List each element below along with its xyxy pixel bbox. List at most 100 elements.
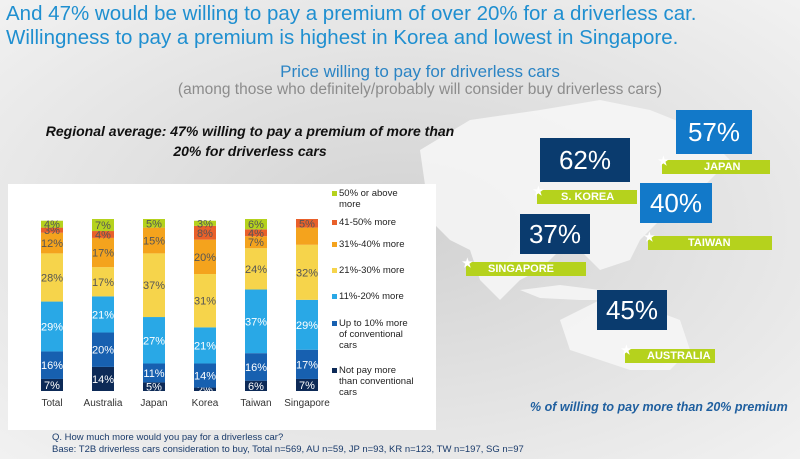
data-label: 6% [248, 219, 264, 231]
data-label: 17% [296, 359, 318, 371]
bar-segment [245, 219, 267, 230]
stacked-bar-chart-panel: 7% 16% 29% 28% 12% 3% 4% Total 14% 20% 21% 17% 17% 4%… [8, 184, 436, 430]
data-label: 12% [41, 238, 63, 250]
bar-segment [245, 353, 267, 381]
bar-segment [92, 237, 114, 268]
footnote: Q. How much more would you pay for a dri… [52, 432, 524, 456]
callout-singapore-value: 37% [520, 214, 590, 254]
bar-segment [245, 229, 267, 237]
data-label: 37% [143, 280, 165, 292]
data-label: 4% [248, 228, 264, 240]
category-label: Australia [84, 398, 123, 409]
data-label: 32% [296, 267, 318, 279]
data-label: 21% [92, 309, 114, 321]
data-label: 3% [197, 218, 213, 230]
data-label: 11% [143, 368, 164, 380]
data-label: 16% [41, 360, 63, 372]
data-label: 14% [92, 374, 114, 386]
data-label: 14% [194, 371, 216, 383]
data-label: 7% [299, 380, 315, 392]
legend-swatch [332, 191, 337, 196]
bar-segment [296, 244, 318, 300]
callout-australia-value: 45% [597, 290, 667, 330]
bar-segment [143, 253, 165, 318]
category-label: Japan [140, 398, 167, 409]
legend-swatch [332, 368, 337, 373]
tag-japan: ★ JAPAN [658, 154, 770, 174]
bar-segment [143, 227, 165, 254]
data-label: 7% [95, 220, 111, 232]
map-title: % of willing to pay more than 20% premiu… [530, 400, 788, 414]
bar-segment [194, 225, 216, 240]
data-label: 28% [41, 272, 63, 284]
bar-segment [194, 327, 216, 364]
data-label: 16% [245, 362, 267, 374]
legend-label: 11%-20% more [339, 291, 404, 302]
bar-segment [194, 274, 216, 328]
legend-label: Up to 10% more [339, 318, 408, 329]
data-label: 5% [146, 382, 162, 394]
chart-subtitle: Price willing to pay for driverless cars [280, 62, 560, 81]
data-label: 31% [194, 296, 216, 308]
data-label: 17% [92, 277, 114, 289]
legend-item: 31%-40% more [332, 239, 435, 250]
category-label: Korea [192, 398, 219, 409]
bar-segment [296, 227, 318, 245]
bar-segment [143, 219, 165, 228]
bar-segment [41, 253, 63, 302]
headline-line-1: And 47% would be willing to pay a premiu… [6, 2, 697, 25]
stacked-bar-chart: 7%16%29%28%12%3%4%Total14%20%21%17%17%4%… [41, 218, 330, 409]
legend-swatch [332, 268, 337, 273]
bar-segment [92, 219, 114, 232]
data-label: 4% [44, 219, 60, 231]
legend-label: Not pay more [339, 365, 397, 376]
legend-label: of conventional [339, 329, 403, 340]
legend-item: Up to 10% more of conventional cars [332, 318, 435, 351]
bar-segment [143, 363, 165, 383]
callout-taiwan-value: 40% [640, 183, 712, 223]
data-label: 27% [143, 335, 165, 347]
category-label: Total [41, 398, 62, 409]
data-label: 21% [194, 340, 216, 352]
legend-item: 41-50% more [332, 217, 435, 228]
tag-singapore: ★ SINGAPORE [462, 256, 586, 276]
star-icon: ★ [658, 154, 669, 168]
legend-label: cars [339, 340, 357, 351]
data-label: 15% [143, 236, 165, 248]
callout-korea-value: 62% [540, 138, 630, 182]
bar-segment [41, 227, 63, 233]
category-label: Singapore [284, 398, 330, 409]
bar-segment [41, 232, 63, 254]
footnote-base: Base: T2B driverless cars consideration … [52, 444, 524, 455]
legend-label: 41-50% more [339, 217, 397, 228]
legend-label: than conventional [339, 376, 414, 387]
data-label: 6% [248, 381, 264, 393]
tag-taiwan: ★ TAIWAN [644, 230, 772, 250]
bar-segment [92, 366, 114, 391]
bar-segment [245, 236, 267, 249]
bar-segment [41, 301, 63, 352]
star-icon: ★ [533, 184, 544, 198]
bar-segment [41, 351, 63, 379]
bar-segment [245, 289, 267, 354]
bar-segment [92, 267, 114, 297]
callout-japan-value: 57% [676, 110, 752, 154]
data-label: 29% [296, 320, 318, 332]
legend-swatch [332, 220, 337, 225]
legend-swatch [332, 242, 337, 247]
tag-korea: ★ S. KOREA [533, 184, 637, 204]
data-label: 7% [248, 237, 264, 249]
legend-item: 11%-20% more [332, 291, 435, 302]
data-label: 17% [92, 248, 114, 260]
indonesia-landmass [520, 285, 620, 300]
legend-item: 21%-30% more [332, 265, 435, 276]
star-icon: ★ [462, 256, 473, 270]
legend-label: 21%-30% more [339, 265, 405, 276]
legend-label: cars [339, 387, 357, 398]
tag-australia: ★ AUSTRALIA [621, 343, 715, 363]
legend-label: 50% or above [339, 188, 398, 199]
data-label: 37% [245, 316, 267, 328]
bar-segment [143, 382, 165, 391]
legend-label: more [339, 199, 361, 210]
legend-swatch [332, 321, 337, 326]
